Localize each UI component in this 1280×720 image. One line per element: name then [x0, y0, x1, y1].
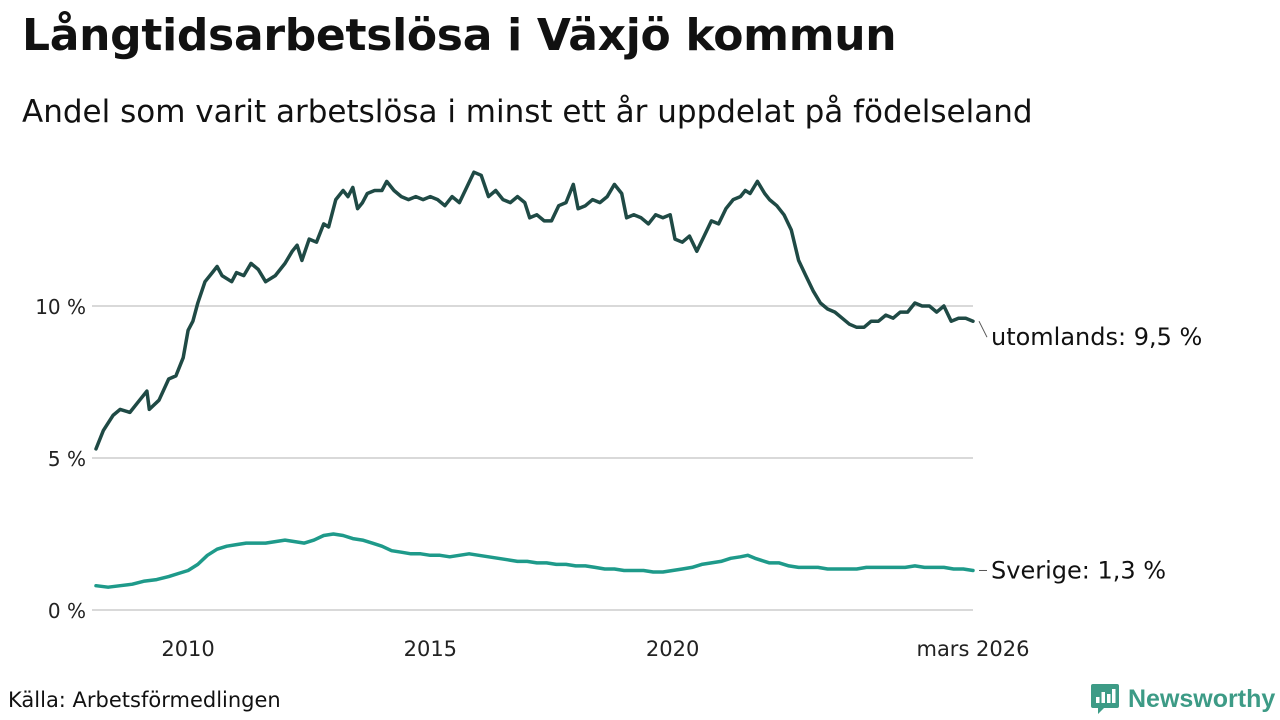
- y-tick-label: 10 %: [35, 295, 86, 319]
- series-end-label-sverige: Sverige: 1,3 %: [991, 556, 1166, 584]
- newsworthy-brand[interactable]: Newsworthy: [1090, 683, 1275, 715]
- series-label-leader: [978, 320, 988, 338]
- chart-title: Långtidsarbetslösa i Växjö kommun: [22, 10, 897, 61]
- y-tick-label: 5 %: [48, 447, 86, 471]
- chart-subtitle: Andel som varit arbetslösa i minst ett å…: [22, 94, 1033, 130]
- brand-name: Newsworthy: [1128, 684, 1276, 713]
- source-note: Källa: Arbetsförmedlingen: [8, 688, 281, 712]
- x-tick-label: mars 2026: [916, 637, 1029, 661]
- x-tick-label: 2015: [404, 637, 457, 661]
- x-tick-label: 2010: [161, 637, 214, 661]
- x-tick-label: 2020: [646, 637, 699, 661]
- series-line-utomlands: [94, 170, 975, 451]
- series-end-label-utomlands: utomlands: 9,5 %: [991, 323, 1202, 351]
- series-line-sverige: [94, 532, 975, 589]
- y-tick-label: 0 %: [48, 599, 86, 623]
- newsworthy-logo-icon: [1091, 684, 1119, 714]
